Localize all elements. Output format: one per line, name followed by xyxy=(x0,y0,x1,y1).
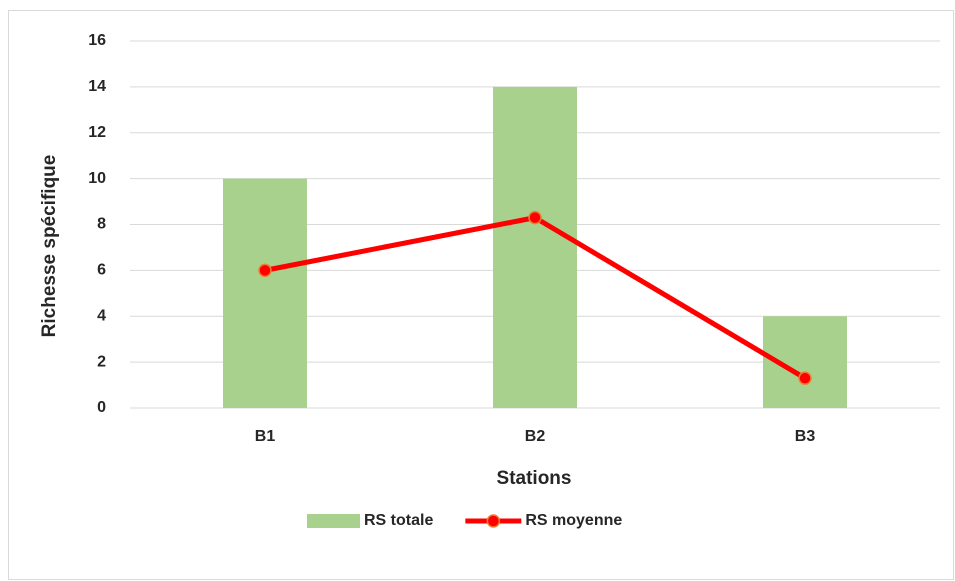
y-tick-label: 0 xyxy=(97,399,106,416)
legend-marker xyxy=(486,514,501,528)
y-tick-label: 10 xyxy=(88,170,106,187)
marker xyxy=(798,371,812,385)
x-tick-label: B3 xyxy=(795,428,816,445)
chart-frame xyxy=(8,10,954,580)
y-tick-label: 2 xyxy=(97,353,106,370)
bar xyxy=(223,178,307,408)
x-tick-label: B1 xyxy=(255,428,276,445)
marker xyxy=(258,263,272,278)
y-tick-label: 14 xyxy=(88,78,106,95)
x-tick-label: B2 xyxy=(525,428,546,445)
y-axis-label: Richesse spécifique xyxy=(39,155,60,338)
y-tick-label: 6 xyxy=(97,262,106,279)
legend-label: RS totale xyxy=(364,512,433,529)
x-axis-label: Stations xyxy=(497,468,572,489)
y-tick-label: 16 xyxy=(88,32,106,49)
y-tick-label: 4 xyxy=(97,307,106,324)
legend-label: RS moyenne xyxy=(525,512,622,529)
bar xyxy=(493,86,577,408)
y-tick-label: 8 xyxy=(97,216,106,233)
marker xyxy=(528,210,542,225)
y-tick-label: 12 xyxy=(88,124,106,141)
legend-swatch xyxy=(307,514,360,528)
